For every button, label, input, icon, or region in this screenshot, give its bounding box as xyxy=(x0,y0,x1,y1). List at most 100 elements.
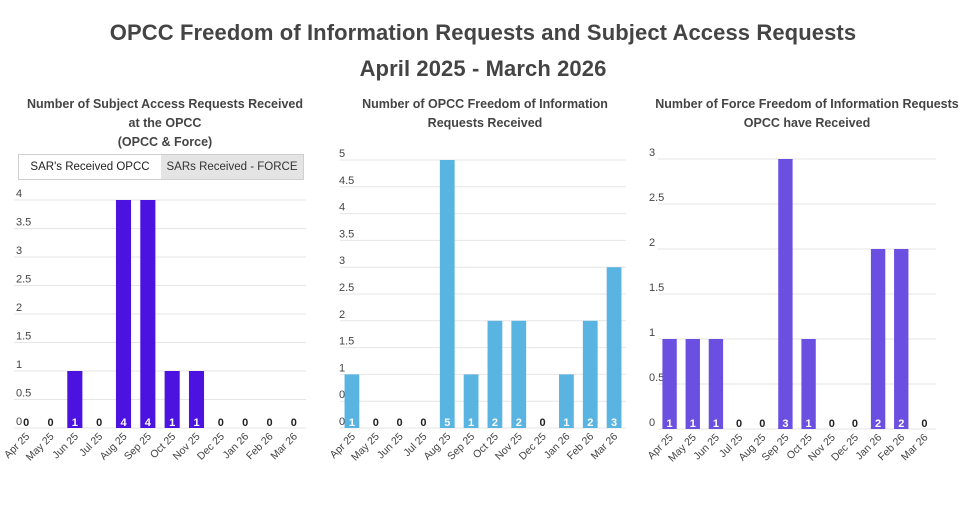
sar-y-tick-label: 0.5 xyxy=(16,388,31,400)
sar-x-tick-label: May 25 xyxy=(24,431,57,464)
force-foi-bar xyxy=(662,339,677,429)
sar-x-tick-label: Dec 25 xyxy=(195,431,227,463)
sar-data-label: 1 xyxy=(169,417,175,429)
sar-y-tick-label: 2 xyxy=(16,302,22,314)
sar-bar xyxy=(67,371,83,428)
chart2-title: Number of OPCC Freedom of Information Re… xyxy=(330,95,640,133)
opcc-foi-data-label: 0 xyxy=(397,417,403,429)
force-foi-bar xyxy=(708,339,724,429)
opcc-foi-data-label: 1 xyxy=(349,417,355,429)
opcc-foi-data-label: 2 xyxy=(492,417,498,429)
opcc-foi-x-tick-label: Sep 25 xyxy=(445,431,477,463)
force-foi-y-tick-label: 1.5 xyxy=(649,282,664,294)
force-foi-bar xyxy=(778,159,793,429)
opcc-foi-bar xyxy=(487,320,503,428)
sar-bar xyxy=(115,200,132,428)
opcc-foi-data-label: 3 xyxy=(611,417,617,429)
sar-data-label: 0 xyxy=(291,417,297,429)
opcc-foi-y-tick-label: 1.5 xyxy=(339,336,354,348)
opcc-foi-y-tick-label: 3 xyxy=(339,255,345,267)
sar-data-label: 0 xyxy=(47,417,53,429)
sar-y-tick-label: 3 xyxy=(16,245,22,257)
force-foi-data-label: 1 xyxy=(667,418,673,430)
force-foi-x-tick-label: Jun 25 xyxy=(691,432,722,463)
force-foi-bar xyxy=(685,339,700,429)
chart1-title-line2: at the OPCC xyxy=(128,116,202,130)
sar-y-tick-label: 2.5 xyxy=(16,274,31,286)
opcc-foi-bar xyxy=(582,320,598,428)
force-foi-y-tick-label: 3 xyxy=(649,147,655,159)
chart3-title-line1: Number of Force Freedom of Information R… xyxy=(655,97,959,111)
sar-data-label: 0 xyxy=(266,417,272,429)
opcc-foi-y-tick-label: 1 xyxy=(339,362,345,374)
sar-bar xyxy=(164,371,180,428)
tab-sars-received-force[interactable]: SARs Received - FORCE xyxy=(161,155,303,179)
opcc-foi-bar xyxy=(559,374,574,428)
opcc-foi-bar xyxy=(606,267,622,428)
sar-data-label: 0 xyxy=(242,417,248,429)
opcc-foi-data-label: 2 xyxy=(587,417,593,429)
opcc-foi-x-tick-label: Mar 26 xyxy=(589,431,621,463)
force-foi-y-tick-label: 2.5 xyxy=(649,192,664,204)
sar-data-label: 4 xyxy=(120,417,127,429)
force-foi-data-label: 1 xyxy=(690,418,696,430)
chart1-title: Number of Subject Access Requests Receiv… xyxy=(10,95,320,152)
force-foi-data-label: 0 xyxy=(829,418,835,430)
force-foi-bar xyxy=(870,249,886,429)
force-foi-data-label: 1 xyxy=(713,418,719,430)
force-foi-data-label: 1 xyxy=(806,418,812,430)
sar-bar xyxy=(140,200,156,428)
opcc-foi-data-label: 1 xyxy=(563,417,569,429)
force-foi-bar xyxy=(801,339,816,429)
force-foi-data-label: 2 xyxy=(898,418,904,430)
page-title: OPCC Freedom of Information Requests and… xyxy=(109,20,857,45)
force-foi-y-tick-label: 0.5 xyxy=(649,372,664,384)
opcc-foi-x-tick-label: Dec 25 xyxy=(517,431,549,463)
opcc-foi-data-label: 0 xyxy=(540,417,546,429)
chart3-title-line2: OPCC have Received xyxy=(743,116,871,130)
sar-x-tick-label: Jun 25 xyxy=(50,431,81,462)
opcc-foi-data-label: 1 xyxy=(468,417,474,429)
force-foi-data-label: 0 xyxy=(921,418,927,430)
force-foi-y-tick-label: 1 xyxy=(649,327,655,339)
sar-data-label: 0 xyxy=(218,417,224,429)
opcc-foi-y-tick-label: 2 xyxy=(339,309,345,321)
chart3-title: Number of Force Freedom of Information R… xyxy=(648,95,966,133)
chart1-title-line1: Number of Subject Access Requests Receiv… xyxy=(26,97,304,111)
opcc-foi-y-tick-label: 4 xyxy=(339,202,345,214)
opcc-foi-data-label: 5 xyxy=(444,417,450,429)
sar-bar xyxy=(188,371,205,428)
opcc-foi-x-tick-label: Jun 25 xyxy=(375,431,406,462)
opcc-foi-bar xyxy=(463,374,479,428)
force-foi-data-label: 0 xyxy=(736,418,742,430)
sar-x-tick-label: Sep 25 xyxy=(122,431,154,463)
force-foi-data-label: 0 xyxy=(759,418,765,430)
chart2-title-line2: Requests Received xyxy=(427,116,543,130)
sar-y-tick-label: 3.5 xyxy=(16,217,31,229)
chart1-title-line3: (OPCC & Force) xyxy=(117,135,213,149)
opcc-foi-y-tick-label: 0 xyxy=(339,416,345,428)
opcc-foi-bar xyxy=(511,320,527,428)
sar-tab-bar: SAR's Received OPCC SARs Received - FORC… xyxy=(18,154,304,180)
force-foi-data-label: 2 xyxy=(875,418,881,430)
sar-y-tick-label: 1 xyxy=(16,359,22,371)
force-foi-data-label: 0 xyxy=(852,418,858,430)
sar-y-tick-label: 4 xyxy=(16,188,22,200)
sar-data-label: 1 xyxy=(193,417,199,429)
force-foi-bar xyxy=(894,249,909,429)
sar-data-label: 1 xyxy=(72,417,78,429)
force-foi-x-tick-label: Mar 26 xyxy=(899,432,931,464)
force-foi-data-label: 3 xyxy=(782,418,788,430)
chart2-title-line1: Number of OPCC Freedom of Information xyxy=(362,97,608,111)
opcc-foi-bar xyxy=(344,374,360,428)
opcc-foi-y-tick-label: 4.5 xyxy=(339,175,354,187)
opcc-foi-data-label: 2 xyxy=(516,417,522,429)
sar-data-label: 0 xyxy=(23,417,29,429)
sar-y-tick-label: 0 xyxy=(16,416,22,428)
tab-sars-received-opcc[interactable]: SAR's Received OPCC xyxy=(19,155,161,179)
force-foi-y-tick-label: 2 xyxy=(649,237,655,249)
sar-data-label: 4 xyxy=(145,417,152,429)
